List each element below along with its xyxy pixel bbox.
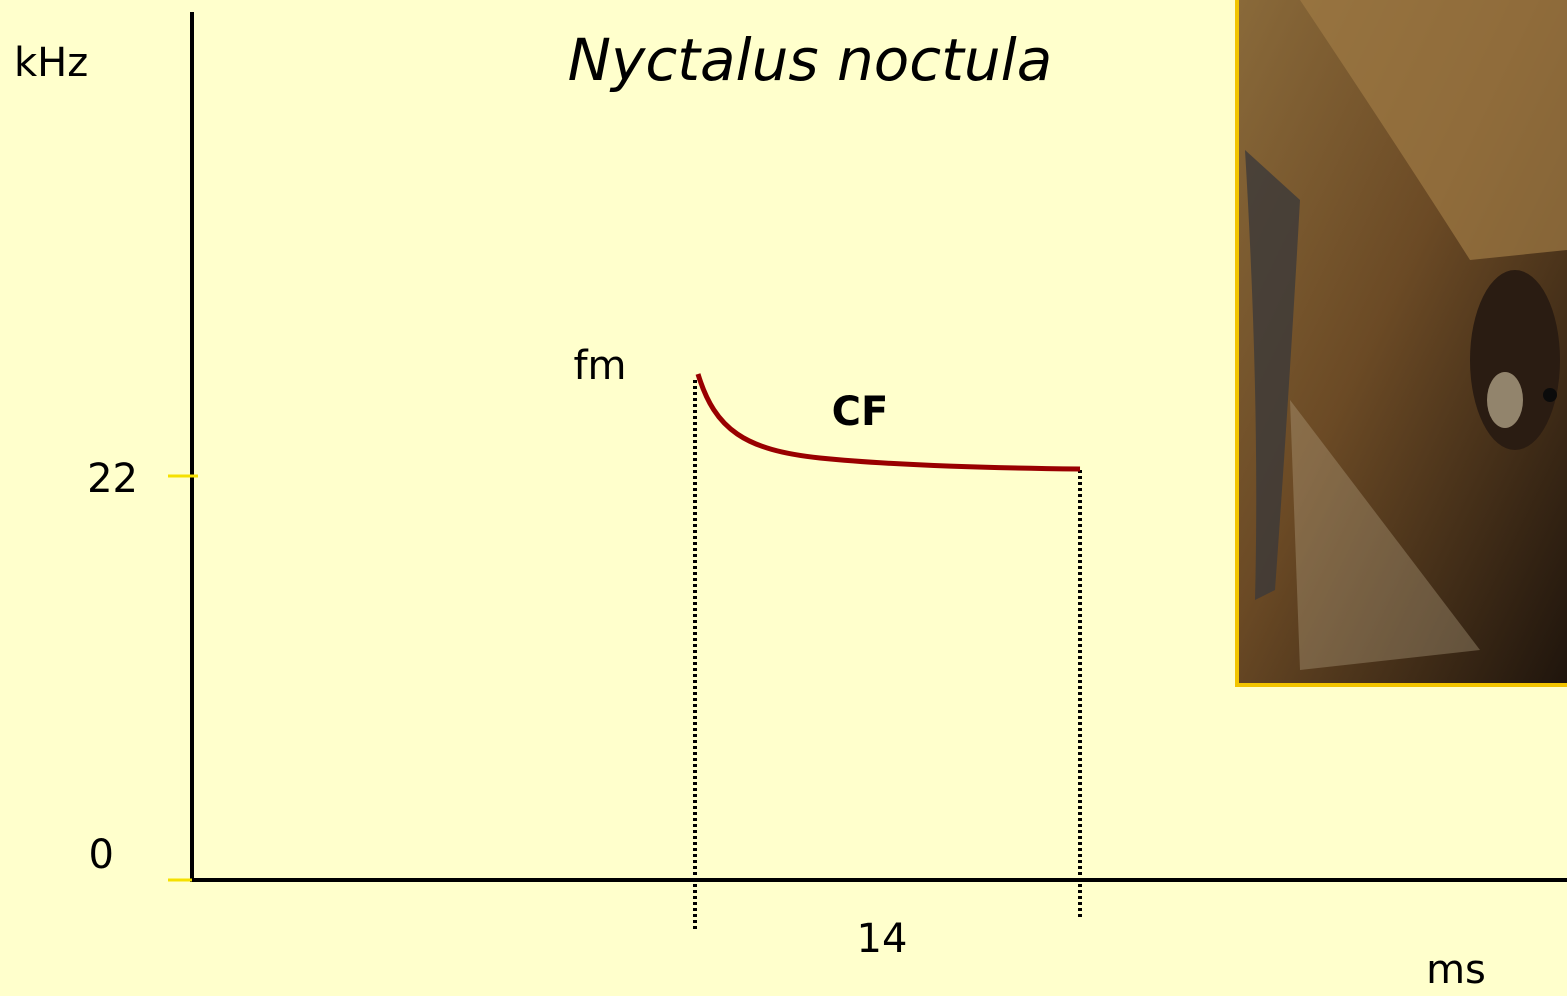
fm-label: fm (573, 343, 626, 389)
y-tick-label: 0 (89, 832, 114, 878)
x-axis-label: ms (1426, 947, 1486, 993)
bat-photo (1235, 0, 1567, 687)
cf-label: CF (832, 389, 889, 435)
y-axis-label: kHz (14, 40, 88, 86)
duration-label: 14 (857, 916, 908, 962)
title: Nyctalus noctula (568, 26, 1053, 94)
y-tick-label: 22 (87, 456, 138, 502)
call-curve (695, 373, 1081, 472)
